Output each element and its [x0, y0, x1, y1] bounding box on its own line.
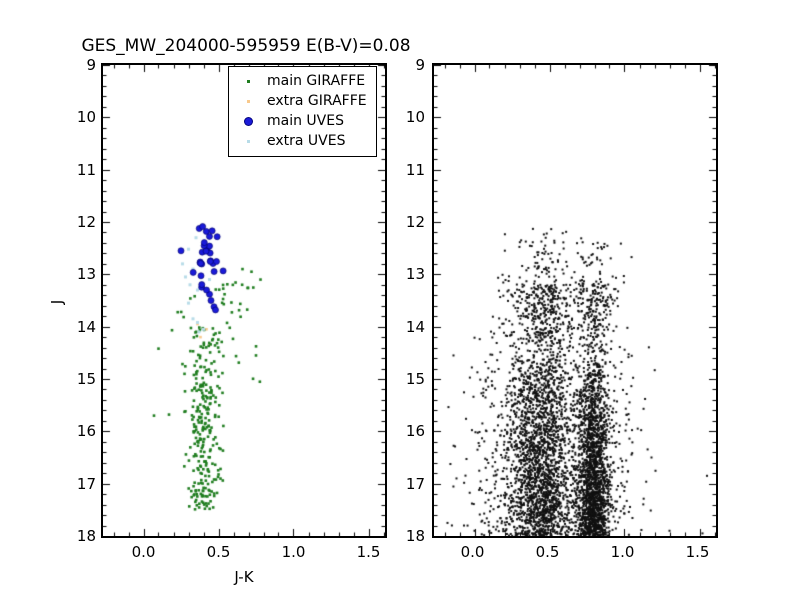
legend-label-extra-giraffe: extra GIRAFFE	[267, 93, 367, 109]
legend-label-main-giraffe: main GIRAFFE	[267, 73, 366, 89]
left-x-tick-label: 1.0	[281, 543, 306, 561]
left-y-tick-label: 11	[76, 160, 96, 179]
legend-label-extra-uves: extra UVES	[267, 133, 346, 149]
chart-title: GES_MW_204000-595959 E(B-V)=0.08	[81, 36, 411, 56]
legend-item-extra-giraffe: extra GIRAFFE	[229, 91, 376, 111]
right-y-tick-label: 9	[415, 56, 425, 74]
right-y-tick-label: 10	[405, 108, 425, 127]
left-y-tick-label: 9	[86, 56, 96, 74]
legend-item-extra-uves: extra UVES	[229, 131, 376, 151]
y-axis-label: J	[48, 299, 66, 305]
right-y-tick-label: 14	[405, 317, 425, 336]
right-x-tick-label: 0.0	[460, 543, 485, 561]
right-y-tick-label: 13	[405, 265, 425, 284]
right-x-tick-label: 1.0	[610, 543, 635, 561]
left-y-tick-label: 18	[76, 527, 96, 545]
left-y-tick-label: 10	[76, 108, 96, 127]
left-panel	[101, 63, 387, 538]
right-x-tick-label: 0.5	[535, 543, 560, 561]
extra-giraffe-marker-icon	[246, 99, 250, 103]
right-y-tick-label: 16	[405, 422, 425, 441]
right-x-tick-label: 1.5	[685, 543, 710, 561]
extra-uves-marker-icon	[246, 139, 250, 143]
left-y-tick-label: 14	[76, 317, 96, 336]
left-x-tick-label: 0.0	[131, 543, 156, 561]
main-giraffe-marker-icon	[246, 79, 250, 83]
legend: main GIRAFFE extra GIRAFFE main UVES ext…	[228, 66, 377, 157]
left-y-tick-label: 16	[76, 422, 96, 441]
legend-label-main-uves: main UVES	[267, 113, 344, 129]
left-x-tick-label: 1.5	[356, 543, 381, 561]
left-y-tick-label: 17	[76, 474, 96, 493]
right-y-tick-label: 18	[405, 527, 425, 545]
right-plot-canvas	[434, 65, 716, 536]
right-y-tick-label: 12	[405, 213, 425, 231]
right-y-tick-label: 17	[405, 474, 425, 493]
left-y-tick-label: 15	[76, 370, 96, 388]
left-x-tick-label: 0.5	[206, 543, 231, 561]
right-y-tick-label: 11	[405, 160, 425, 179]
right-y-tick-label: 15	[405, 370, 425, 388]
main-uves-marker-icon	[243, 116, 253, 126]
legend-item-main-giraffe: main GIRAFFE	[229, 71, 376, 91]
x-axis-label: J-K	[234, 568, 254, 586]
left-y-tick-label: 12	[76, 213, 96, 231]
legend-item-main-uves: main UVES	[229, 111, 376, 131]
right-panel	[432, 63, 718, 538]
left-y-tick-label: 13	[76, 265, 96, 284]
